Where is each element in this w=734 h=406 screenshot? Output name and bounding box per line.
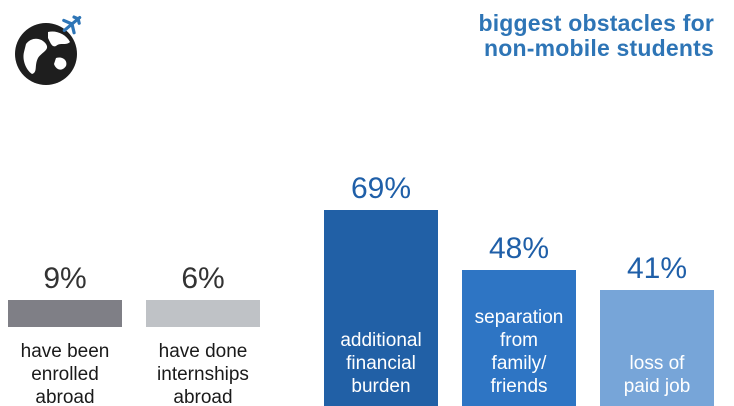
bar-3 [324,210,438,406]
title-line-1: biggest obstacles for [478,10,714,36]
bar-5 [600,289,714,406]
globe-with-airplane-icon [15,15,82,85]
bar-category-label-3: additional financial burden [340,330,422,397]
bar-category-label-1: have been enrolled abroad [20,341,110,406]
bar-4 [462,269,576,406]
bar-category-label-4: separation from family/ friends [474,307,564,397]
bar-value-label-5: 41% [626,251,688,285]
bar-value-label-1: 9% [43,262,87,295]
bar-1 [8,300,122,327]
title-line-2: non-mobile students [484,35,714,61]
bar-2 [146,300,260,327]
chart-title: biggest obstacles for non-mobile student… [478,11,714,61]
bar-value-label-3: 69% [350,172,412,206]
bar-value-label-2: 6% [181,262,225,295]
bar-category-label-5: loss of paid job [623,353,691,397]
bar-value-label-4: 48% [488,231,550,265]
bar-category-label-2: have done internships abroad [157,341,249,406]
